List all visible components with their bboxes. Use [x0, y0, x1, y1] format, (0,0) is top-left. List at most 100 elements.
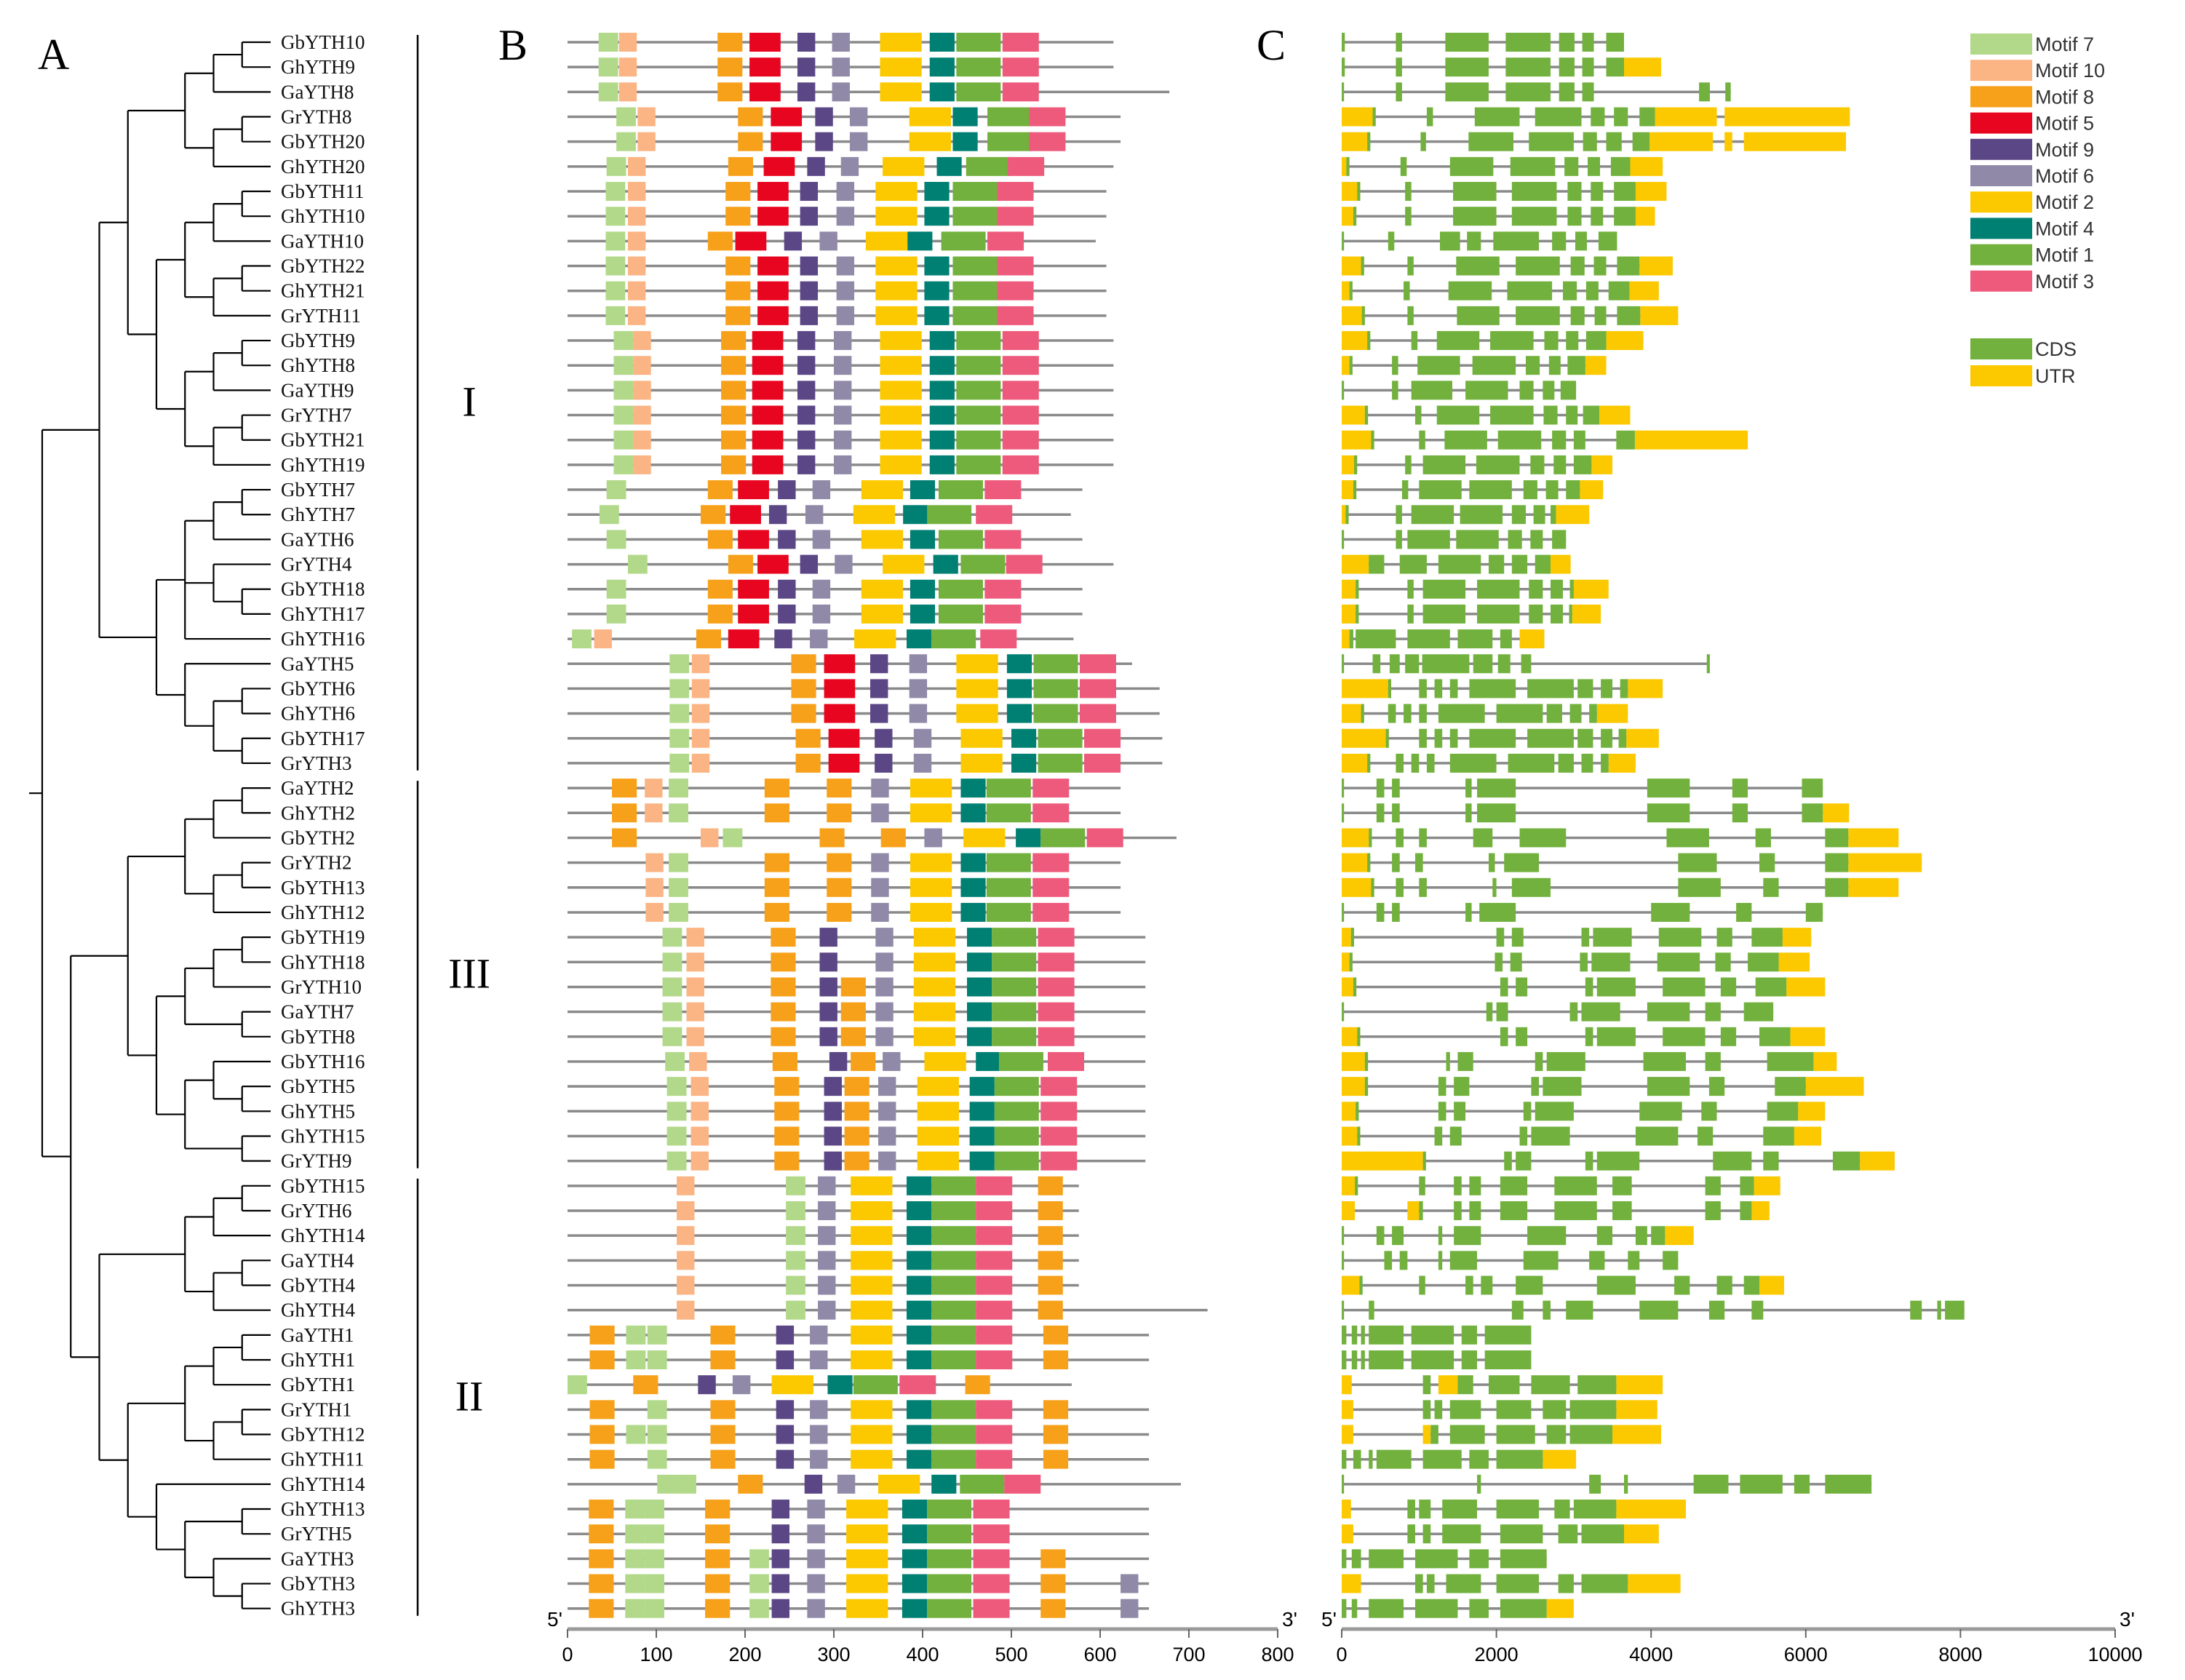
cds-box: [1618, 728, 1627, 748]
cds-box: [1472, 356, 1516, 375]
motif-row: [568, 156, 1114, 176]
motif-axis-tick-label: 0: [562, 1644, 573, 1665]
motif-8-box: [764, 803, 789, 823]
cds-box: [1601, 728, 1613, 748]
motif-7-box: [669, 877, 688, 897]
motif-8-box: [721, 331, 747, 351]
utr-box: [1635, 182, 1667, 202]
utr-box: [1342, 977, 1353, 997]
motif-7-box: [626, 1325, 646, 1345]
motif-row: [568, 654, 1132, 674]
motif-row: [568, 306, 1107, 325]
cds-box: [1342, 1449, 1347, 1469]
motif-6-box: [832, 82, 850, 102]
motif-10-box: [594, 629, 612, 649]
utr-box: [1342, 480, 1353, 500]
motif-5-box: [738, 530, 769, 549]
motif-10-box: [633, 331, 651, 351]
motif-row: [568, 1549, 1150, 1569]
motif-1-box: [998, 1051, 1043, 1071]
motif-1-box: [1033, 679, 1078, 698]
motif-2-box: [875, 182, 918, 202]
cds-box: [1495, 952, 1503, 972]
cds-box: [1465, 381, 1508, 400]
gene-name: GhYTH11: [281, 1449, 365, 1470]
motif-8-box: [721, 356, 747, 375]
utr-box: [1342, 1027, 1358, 1046]
motif-7-box: [605, 281, 626, 300]
motif-3-box: [997, 207, 1034, 226]
motif-8-box: [589, 1425, 615, 1444]
cds-box: [1438, 1226, 1443, 1246]
motif-8-box: [771, 928, 796, 947]
motif-1-box: [992, 977, 1037, 997]
legend-swatch-utr: [1970, 365, 2032, 386]
cds-box: [1376, 803, 1385, 823]
motif-1-box: [956, 82, 1001, 102]
motif-3-box: [984, 480, 1022, 500]
motif-5-box: [757, 256, 789, 276]
cds-box: [1349, 356, 1353, 375]
cds-box: [1617, 306, 1641, 325]
cds-box: [1422, 654, 1470, 674]
cds-box: [1519, 381, 1534, 400]
motif-8-box: [844, 1077, 869, 1096]
motif-row: [568, 356, 1114, 375]
motif-6-box: [878, 1102, 896, 1121]
motif-3-box: [1002, 356, 1039, 375]
motif-8-box: [707, 530, 733, 549]
cds-box: [1434, 1400, 1443, 1420]
motif-row: [568, 554, 1114, 574]
cds-box: [1407, 579, 1414, 599]
motif-2-box: [846, 1549, 888, 1569]
cds-box: [1566, 1300, 1593, 1320]
motif-row: [568, 281, 1107, 300]
cds-box: [1465, 779, 1472, 798]
motif-axis-tick-label: 500: [995, 1644, 1027, 1665]
gene-name: GaYTH1: [281, 1324, 354, 1346]
motif-10-box: [690, 1126, 709, 1146]
motif-8-box: [725, 306, 751, 325]
motif-1-box: [853, 1375, 898, 1395]
cds-box: [1614, 207, 1636, 226]
cds-box: [1444, 430, 1487, 450]
motif-4-box: [924, 207, 950, 226]
motif-6-box: [810, 1425, 828, 1444]
cds-box: [1465, 902, 1472, 922]
cds-box: [1500, 1549, 1547, 1569]
motif-1-box: [956, 430, 1001, 450]
cds-box: [1414, 1574, 1423, 1593]
legend-label: Motif 3: [2035, 271, 2094, 292]
motif-9-box: [819, 952, 837, 972]
motif-3-box: [1086, 828, 1123, 848]
gene-name: GrYTH2: [281, 852, 351, 874]
cds-box: [1419, 828, 1427, 848]
motif-6-box: [732, 1375, 751, 1395]
cds-box: [1407, 256, 1414, 276]
motif-10-box: [690, 1151, 709, 1171]
motif-5-box: [752, 381, 784, 400]
motif-2-box: [910, 803, 952, 823]
cds-box: [1755, 977, 1787, 997]
motif-8-box: [844, 1102, 869, 1121]
cds-box: [1469, 1549, 1489, 1569]
motif-1-box: [956, 33, 1001, 52]
cds-box: [1708, 1077, 1725, 1096]
cds-box: [1342, 530, 1345, 549]
motif-row: [568, 1176, 1079, 1195]
gene-name: GhYTH6: [281, 703, 355, 725]
gene-name: GhYTH17: [281, 603, 365, 625]
cds-box: [1573, 430, 1585, 450]
motif-7-box: [669, 753, 690, 773]
cds-box: [1759, 1027, 1791, 1046]
cds-box: [1434, 728, 1443, 748]
cds-box: [1438, 704, 1485, 723]
cds-box: [1500, 1201, 1528, 1220]
utr-box: [1342, 704, 1361, 723]
utr-box: [1782, 928, 1812, 947]
motif-2-box: [960, 728, 1003, 748]
cds-box: [1449, 1400, 1481, 1420]
cds-box: [1419, 1500, 1431, 1519]
cds-box: [1422, 604, 1466, 624]
utr-box: [1342, 828, 1369, 848]
